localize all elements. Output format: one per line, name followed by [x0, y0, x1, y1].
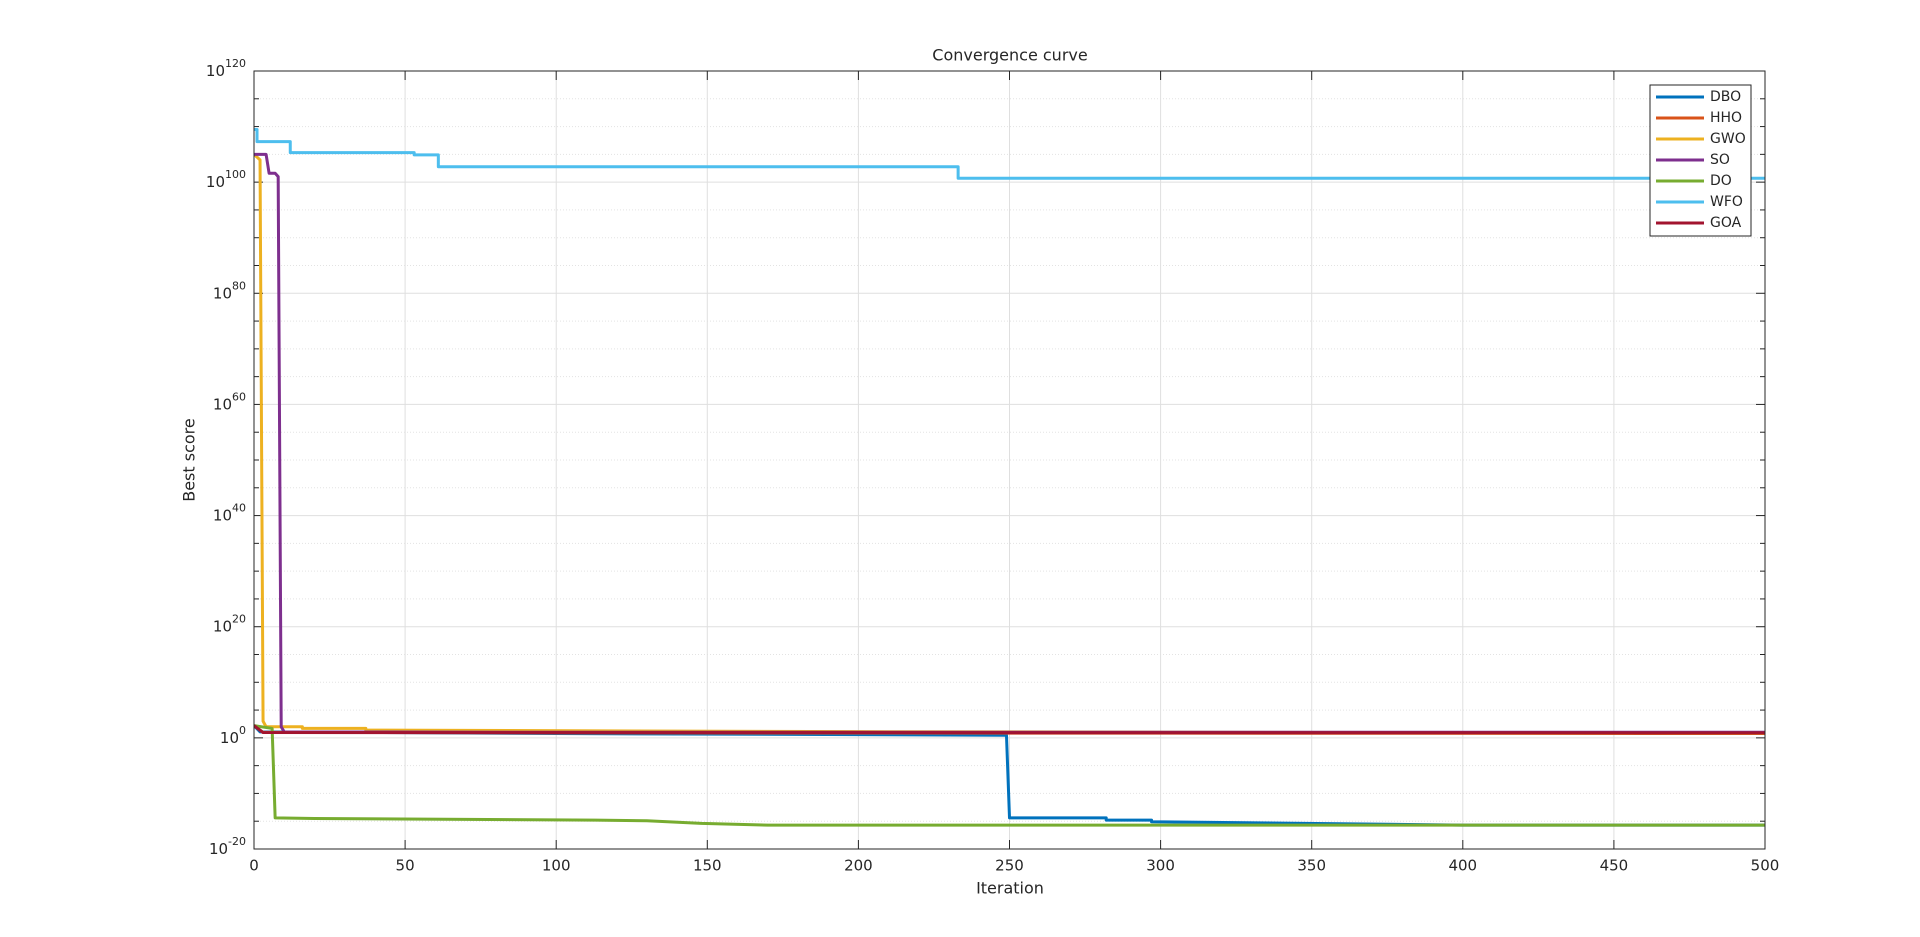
x-tick-label: 300	[1146, 857, 1175, 875]
y-tick-label: 10100	[206, 168, 246, 191]
y-tick-label: 1060	[213, 390, 246, 413]
legend-label: HHO	[1710, 110, 1742, 126]
legend-label: DO	[1710, 173, 1732, 189]
y-tick-base: 10	[213, 617, 232, 635]
y-tick-base: 10	[213, 506, 232, 524]
y-tick-base: 10	[213, 395, 232, 413]
x-tick-label: 350	[1297, 857, 1326, 875]
y-tick-exponent: 100	[225, 168, 246, 181]
x-tick-label: 400	[1448, 857, 1477, 875]
y-tick-base: 10	[206, 173, 225, 191]
series-line	[254, 724, 1765, 827]
y-tick-label: 1040	[213, 502, 246, 525]
y-tick-base: 10	[206, 62, 225, 80]
chart-title: Convergence curve	[932, 46, 1087, 65]
plot-frame	[253, 70, 1766, 850]
y-tick-exponent: 40	[232, 502, 246, 515]
y-tick-label: 10120	[206, 57, 246, 80]
series-line	[254, 127, 1765, 180]
y-tick-exponent: 0	[239, 724, 246, 737]
series-line	[254, 724, 1765, 735]
legend-label: GOA	[1710, 215, 1742, 231]
y-tick-label: 100	[220, 724, 246, 747]
x-tick-label: 450	[1600, 857, 1629, 875]
legend-label: DBO	[1710, 89, 1741, 105]
y-tick-label: 10-20	[209, 835, 246, 858]
x-axis-label: Iteration	[976, 879, 1044, 898]
y-tick-base: 10	[220, 728, 239, 746]
x-tick-label: 250	[995, 857, 1024, 875]
x-tick-label: 100	[542, 857, 571, 875]
y-tick-base: 10	[209, 840, 228, 858]
y-axis-label: Best score	[180, 418, 199, 502]
y-tick-exponent: 120	[225, 57, 246, 70]
x-tick-label: 0	[249, 857, 259, 875]
y-tick-base: 10	[213, 284, 232, 302]
y-tick-exponent: 60	[232, 390, 246, 403]
y-tick-exponent: 80	[232, 279, 246, 292]
legend-label: SO	[1710, 152, 1730, 168]
x-tick-label: 150	[693, 857, 722, 875]
x-tick-label: 200	[844, 857, 873, 875]
y-tick-exponent: -20	[228, 835, 246, 848]
y-tick-label: 1020	[213, 613, 246, 636]
x-tick-label: 50	[396, 857, 415, 875]
y-tick-label: 1080	[213, 279, 246, 302]
legend-label: WFO	[1710, 194, 1743, 210]
legend-label: GWO	[1710, 131, 1746, 147]
x-tick-label: 500	[1751, 857, 1780, 875]
y-tick-exponent: 20	[232, 613, 246, 626]
